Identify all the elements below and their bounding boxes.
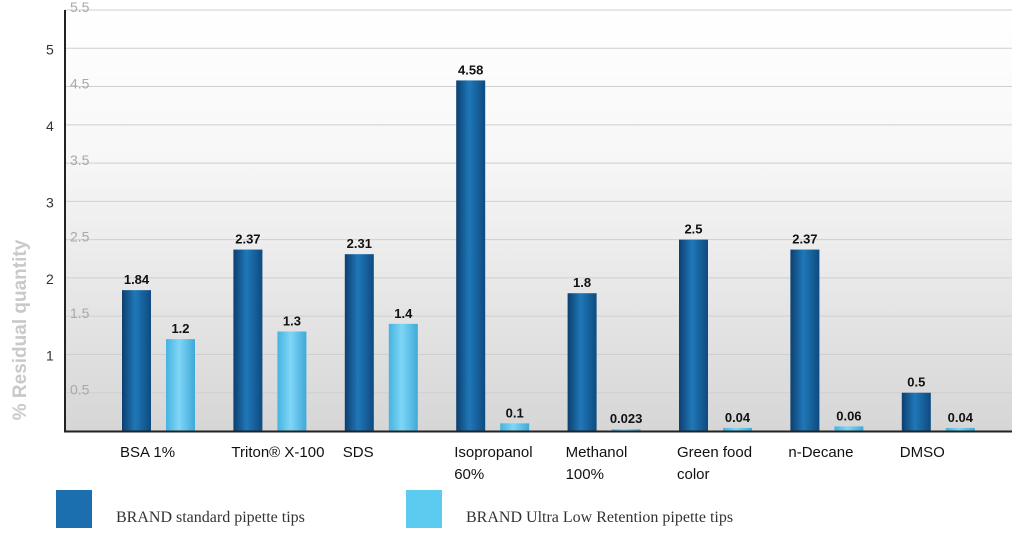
bar-ultra-low-retention <box>834 426 864 431</box>
data-label-standard: 2.37 <box>235 232 260 247</box>
y-tick-label: 3 <box>46 194 54 210</box>
data-label-standard: 2.31 <box>347 236 372 251</box>
y-axis-label: % Residual quantity <box>10 239 31 420</box>
bar-standard <box>567 293 597 431</box>
legend-label-standard: BRAND standard pipette tips <box>116 509 305 526</box>
data-label-standard: 0.5 <box>907 375 925 390</box>
data-label-standard: 2.5 <box>684 222 702 237</box>
data-label-ultra-low-retention: 0.04 <box>948 410 974 425</box>
bar-ultra-low-retention <box>500 423 530 431</box>
x-tick-label: 100% <box>566 466 604 483</box>
bar-standard <box>679 239 708 431</box>
x-tick-label: DMSO <box>900 444 945 461</box>
data-label-ultra-low-retention: 1.4 <box>394 306 413 321</box>
y-tick-label: 0.5 <box>70 382 90 398</box>
x-tick-label: 60% <box>454 466 484 483</box>
x-tick-label: Triton® X-100 <box>231 444 324 461</box>
bar-ultra-low-retention <box>388 323 418 431</box>
y-tick-label: 5 <box>46 41 54 57</box>
bar-standard <box>901 392 931 431</box>
x-tick-label: n-Decane <box>788 444 853 461</box>
bar-standard <box>122 290 151 431</box>
y-tick-label: 1.5 <box>70 305 90 321</box>
x-tick-label: BSA 1% <box>120 444 175 461</box>
data-label-standard: 1.8 <box>573 275 591 290</box>
data-label-standard: 4.58 <box>458 62 483 77</box>
bar-ultra-low-retention <box>611 429 641 431</box>
x-tick-label: Methanol <box>566 444 628 461</box>
data-label-ultra-low-retention: 1.3 <box>283 313 301 328</box>
legend-swatch-standard <box>56 490 92 528</box>
bar-ultra-low-retention <box>945 427 975 431</box>
legend-label-ultra-low-retention: BRAND Ultra Low Retention pipette tips <box>466 509 734 526</box>
data-label-ultra-low-retention: 0.06 <box>836 408 861 423</box>
bar-ultra-low-retention <box>277 331 307 431</box>
bar-standard <box>456 80 486 432</box>
x-tick-label: Green food <box>677 444 752 461</box>
bar-ultra-low-retention <box>166 339 195 431</box>
y-tick-label: 3.5 <box>70 152 90 168</box>
y-tick-label: 4.5 <box>70 76 90 92</box>
legend-item-standard: BRAND standard pipette tips <box>56 488 305 528</box>
data-label-ultra-low-retention: 1.2 <box>171 321 189 336</box>
plot-background <box>65 10 1012 431</box>
y-tick-label: 2 <box>46 271 54 287</box>
data-label-standard: 2.37 <box>792 232 817 247</box>
y-tick-label: 5.5 <box>70 0 90 15</box>
legend-item-ultra-low-retention: BRAND Ultra Low Retention pipette tips <box>406 488 733 528</box>
data-label-ultra-low-retention: 0.023 <box>610 411 643 426</box>
bar-ultra-low-retention <box>723 427 752 431</box>
x-tick-label: Isopropanol <box>454 444 532 461</box>
legend-swatch-ultra-low-retention <box>406 490 442 528</box>
data-label-ultra-low-retention: 0.04 <box>725 410 751 425</box>
y-tick-label: 4 <box>46 118 54 134</box>
x-tick-label: SDS <box>343 444 374 461</box>
x-tick-label: color <box>677 466 710 483</box>
bar-standard <box>344 254 374 431</box>
bar-standard <box>790 249 820 431</box>
bar-standard <box>233 249 263 431</box>
data-label-standard: 1.84 <box>124 272 150 287</box>
y-tick-label: 2.5 <box>70 229 90 245</box>
data-label-ultra-low-retention: 0.1 <box>506 405 524 420</box>
y-tick-label: 1 <box>46 347 54 363</box>
